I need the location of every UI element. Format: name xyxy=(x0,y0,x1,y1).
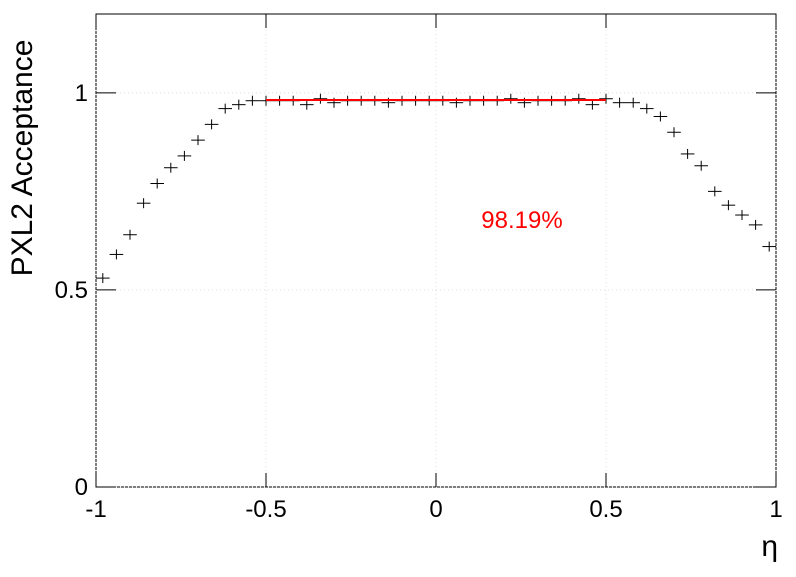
y-axis-label: PXL2 Acceptance xyxy=(6,40,39,277)
x-tick-label: 0 xyxy=(429,496,442,523)
y-tick-label: 1 xyxy=(75,80,88,107)
annotation: 98.19% xyxy=(481,207,562,234)
x-tick-label: 0.5 xyxy=(589,496,622,523)
x-axis-label: η xyxy=(761,530,778,563)
x-tick-label: -0.5 xyxy=(245,496,286,523)
x-tick-label: 1 xyxy=(769,496,782,523)
x-tick-label: -1 xyxy=(85,496,106,523)
y-tick-label: 0 xyxy=(75,474,88,501)
y-tick-label: 0.5 xyxy=(55,277,88,304)
